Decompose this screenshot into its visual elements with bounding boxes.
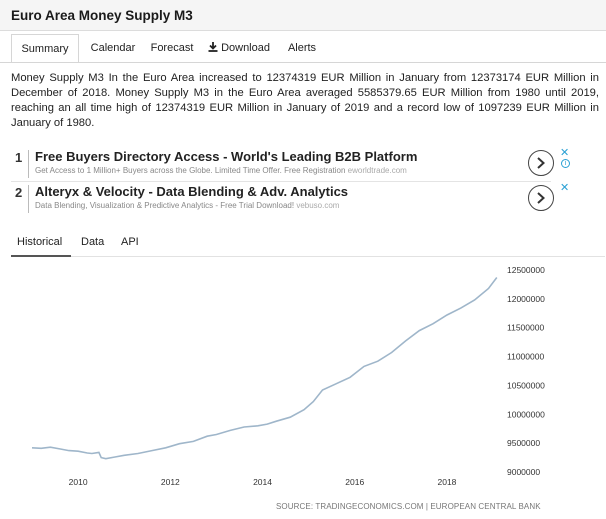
ad-separator	[28, 150, 29, 178]
ad-number: 1	[15, 150, 23, 165]
x-tick-label: 2014	[253, 477, 272, 487]
ad-separator	[28, 185, 29, 213]
ad-next-button[interactable]	[528, 150, 554, 176]
x-tick-label: 2012	[161, 477, 180, 487]
chevron-right-icon	[537, 192, 545, 204]
tab-api[interactable]: API	[121, 236, 139, 248]
chart-source: SOURCE: TRADINGECONOMICS.COM | EUROPEAN …	[276, 502, 541, 511]
info-icon[interactable]: i	[561, 159, 570, 168]
ad-next-button[interactable]	[528, 185, 554, 211]
ad-description-text: Data Blending, Visualization & Predictiv…	[35, 201, 295, 210]
x-tick-label: 2018	[438, 477, 457, 487]
ad-item[interactable]: 1 Free Buyers Directory Access - World's…	[11, 147, 579, 180]
y-tick-label: 12500000	[507, 265, 545, 275]
ad-item[interactable]: 2 Alteryx & Velocity - Data Blending & A…	[11, 182, 579, 215]
tab-alerts[interactable]: Alerts	[287, 42, 317, 54]
ad-domain: vebuso.com	[296, 201, 340, 210]
y-tick-label: 11000000	[507, 352, 544, 362]
summary-text: Money Supply M3 In the Euro Area increas…	[11, 72, 599, 129]
tab-calendar[interactable]: Calendar	[90, 42, 136, 54]
tab-summary[interactable]: Summary	[11, 34, 79, 63]
ad-divider	[11, 181, 551, 182]
ad-headline-link[interactable]: Alteryx & Velocity - Data Blending & Adv…	[35, 184, 349, 199]
x-tick-label: 2016	[345, 477, 364, 487]
money-supply-chart: 9000000 9500000 10000000 10500000 11000000 11…	[31, 265, 545, 487]
close-icon[interactable]: ✕	[560, 147, 570, 159]
tab-historical[interactable]: Historical	[17, 236, 63, 248]
series-line	[31, 277, 498, 460]
x-tick-label: 2010	[69, 477, 88, 487]
download-icon	[208, 42, 218, 52]
tab-download[interactable]: Download	[200, 34, 278, 63]
main-tabs: Summary Calendar Forecast Download Alert…	[0, 31, 606, 63]
ad-domain: eworldtrade.com	[347, 166, 407, 175]
y-tick-label: 9500000	[507, 438, 540, 448]
ad-number: 2	[15, 185, 23, 200]
close-icon[interactable]: ✕	[560, 182, 570, 194]
y-tick-label: 10500000	[507, 380, 545, 390]
y-tick-label: 9000000	[507, 467, 540, 477]
ad-description: Get Access to 1 Million+ Buyers across t…	[35, 166, 407, 175]
title-bar: Euro Area Money Supply M3	[0, 0, 606, 31]
y-tick-label: 12000000	[507, 294, 545, 304]
ad-headline-link[interactable]: Free Buyers Directory Access - World's L…	[35, 149, 418, 164]
tabs-divider	[0, 62, 606, 63]
y-tick-label: 10000000	[507, 409, 545, 419]
active-tab-indicator	[11, 255, 71, 257]
tab-download-label: Download	[221, 42, 270, 54]
tab-forecast[interactable]: Forecast	[150, 42, 194, 54]
chevron-right-icon	[537, 157, 545, 169]
tab-data[interactable]: Data	[81, 236, 105, 248]
ad-description: Data Blending, Visualization & Predictiv…	[35, 201, 339, 210]
ad-description-text: Get Access to 1 Million+ Buyers across t…	[35, 166, 346, 175]
chart-tabs: Historical Data API	[0, 230, 606, 257]
page-title: Euro Area Money Supply M3	[11, 8, 193, 23]
chart-tabs-divider	[11, 256, 605, 257]
y-tick-label: 11500000	[507, 323, 544, 333]
chart-area: 9000000 9500000 10000000 10500000 11000000 11…	[0, 258, 606, 519]
